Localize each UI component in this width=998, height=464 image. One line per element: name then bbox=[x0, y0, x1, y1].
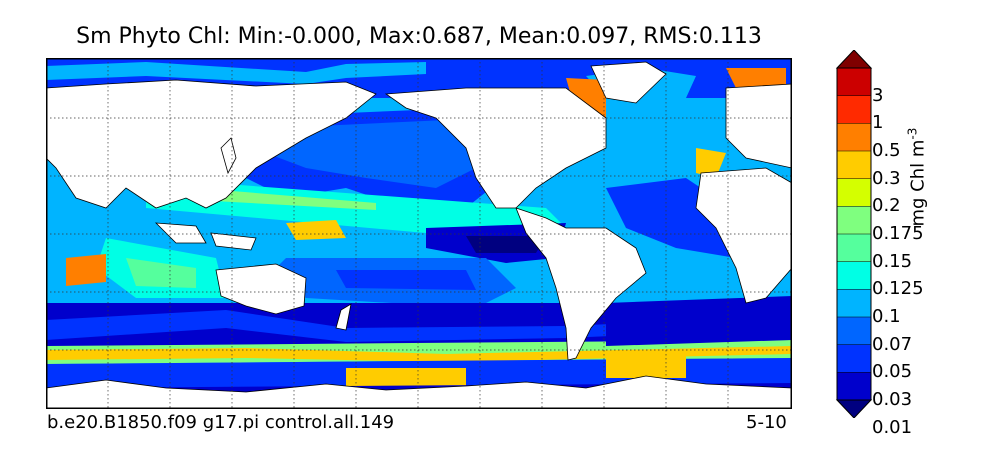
colorbar-tick-label: 1 bbox=[872, 114, 883, 132]
colorbar-tick-label: 0.15 bbox=[872, 253, 912, 271]
colorbar-segment bbox=[837, 179, 871, 207]
colorbar-tick-label: 0.1 bbox=[872, 308, 901, 326]
colorbar-extend-top bbox=[837, 50, 871, 68]
colorbar-segment bbox=[837, 317, 871, 345]
colorbar-segment bbox=[837, 96, 871, 124]
colorbar-unit-label: mg Chl m-3 bbox=[906, 128, 929, 227]
colorbar-segment bbox=[837, 68, 871, 96]
colorbar-tick-label: 0.07 bbox=[872, 336, 912, 354]
colorbar-tick-label: 0.125 bbox=[872, 280, 924, 298]
colorbar-tick-label: 0.5 bbox=[872, 142, 901, 160]
unit-text: mg Chl m bbox=[908, 140, 929, 227]
colorbar-segment bbox=[837, 262, 871, 290]
unit-exponent: -3 bbox=[906, 128, 920, 140]
colorbar-segment bbox=[837, 372, 871, 400]
run-name-label: b.e20.B1850.f09 g17.pi control.all.149 bbox=[47, 412, 394, 433]
map-canvas bbox=[46, 58, 792, 409]
colorbar-tick-label: 0.2 bbox=[872, 197, 901, 215]
colorbar-extend-bottom bbox=[837, 400, 871, 418]
colorbar-tick-label: 0.3 bbox=[872, 170, 901, 188]
colorbar-segment bbox=[837, 206, 871, 234]
chlorophyll-map bbox=[46, 58, 792, 409]
colorbar-tick-label: 0.01 bbox=[872, 419, 912, 437]
colorbar-tick-label: 3 bbox=[872, 87, 883, 105]
colorbar-segment bbox=[837, 123, 871, 151]
colorbar-segment bbox=[837, 345, 871, 373]
colorbar bbox=[834, 50, 874, 418]
colorbar-segment bbox=[837, 289, 871, 317]
plot-title: Sm Phyto Chl: Min:-0.000, Max:0.687, Mea… bbox=[0, 24, 838, 49]
colorbar-segments bbox=[837, 68, 871, 401]
colorbar-tick-label: 0.175 bbox=[872, 225, 924, 243]
colorbar-tick-label: 0.03 bbox=[872, 391, 912, 409]
colorbar-segment bbox=[837, 234, 871, 262]
period-label: 5-10 bbox=[746, 412, 787, 433]
colorbar-segment bbox=[837, 151, 871, 179]
colorbar-tick-label: 0.05 bbox=[872, 363, 912, 381]
